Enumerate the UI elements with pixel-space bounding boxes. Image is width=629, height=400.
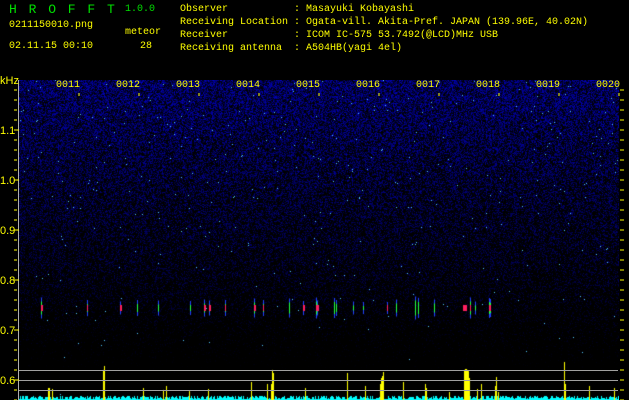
receiver-label: Receiver (180, 30, 229, 41)
meteor-label: meteor (125, 27, 162, 38)
y-tick-label: 0.8 (0, 275, 15, 287)
observer-label: Observer (180, 4, 229, 15)
meteor-count: 28 (140, 41, 153, 52)
file-name: 0211150010.png (9, 20, 94, 31)
time-label: 0017 (416, 80, 441, 91)
time-label: 0012 (116, 80, 141, 91)
y-tick-label: 0.9 (0, 225, 15, 237)
time-label: 0016 (356, 80, 381, 91)
app-title: H R O F F T (9, 2, 117, 17)
spectrogram (19, 80, 619, 400)
observer-value: : Masayuki Kobayashi (294, 4, 415, 15)
receiver-value: : ICOM IC-575 53.7492(@LCD)MHz USB (294, 30, 499, 41)
axis-unit: kHz (0, 75, 19, 87)
time-label: 0019 (536, 80, 561, 91)
y-tick-label: 0.7 (0, 325, 15, 337)
y-tick-label: 0.6 (0, 375, 15, 387)
frequency-axis: kHz 1.1 1.0 0.9 0.8 0.7 0.6 (0, 75, 624, 400)
time-label: 0014 (236, 80, 261, 91)
location-value: : Ogata-vill. Akita-Pref. JAPAN (139.96E… (294, 17, 589, 28)
time-label: 0020 (596, 80, 621, 91)
app-version: 1.0.0 (125, 4, 156, 15)
y-tick-label: 1.0 (0, 175, 15, 187)
time-label: 0018 (476, 80, 501, 91)
location-label: Receiving Location (180, 17, 289, 28)
y-tick-label: 1.1 (0, 125, 15, 137)
time-label: 0013 (176, 80, 201, 91)
file-datetime: 02.11.15 00:10 (9, 41, 94, 52)
antenna-value: : A504HB(yagi 4el) (294, 43, 403, 54)
time-label: 0015 (296, 80, 321, 91)
time-label: 0011 (56, 80, 81, 91)
antenna-label: Receiving antenna (180, 43, 283, 54)
